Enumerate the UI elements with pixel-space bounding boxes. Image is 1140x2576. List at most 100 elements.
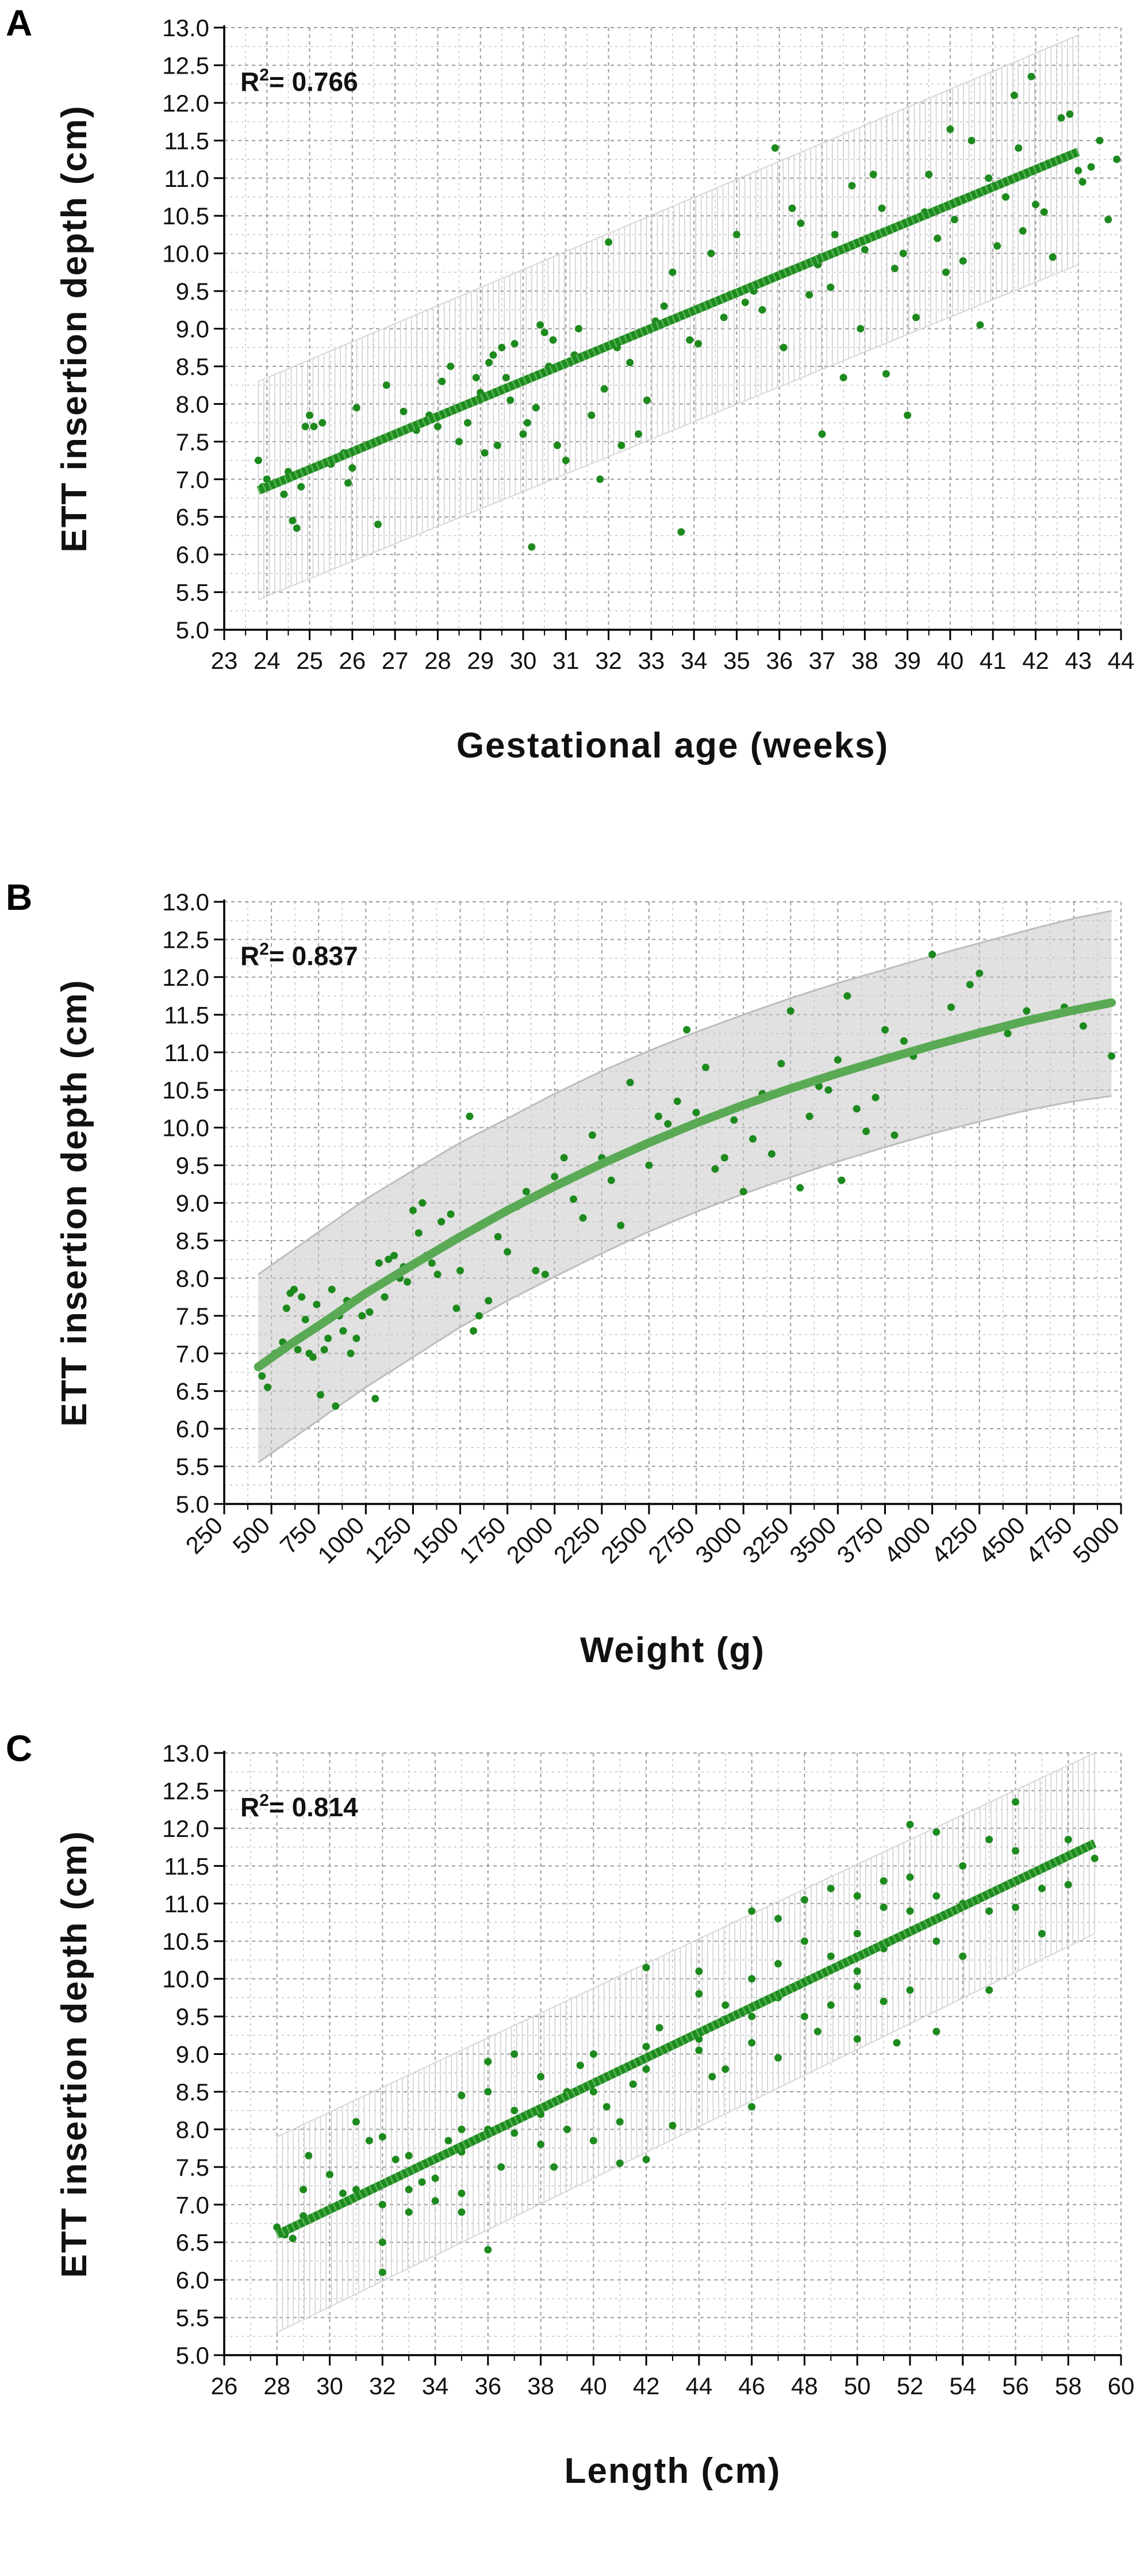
data-point <box>669 268 677 276</box>
y-tick-label: 7.0 <box>176 1340 209 1367</box>
data-point <box>741 298 749 307</box>
data-point <box>347 1349 355 1357</box>
data-point <box>589 2088 597 2096</box>
data-point <box>616 2118 624 2126</box>
y-tick-label: 8.5 <box>176 353 209 380</box>
x-tick-label: 36 <box>474 2372 501 2399</box>
data-point <box>1079 1022 1087 1030</box>
x-tick-label: 37 <box>809 647 836 674</box>
x-tick-label: 31 <box>552 647 579 674</box>
data-point <box>643 396 651 404</box>
data-point <box>605 238 613 246</box>
data-point <box>1078 178 1087 186</box>
data-point <box>1091 1854 1099 1862</box>
regression-line-texture <box>256 148 1080 495</box>
chart-panel-b: B 5.0 5.5 6.0 6.5 7.0 7.5 8.0 8.5 9.0 9.5 10.0 10.5 1… <box>6 876 1124 1670</box>
data-point <box>805 1112 813 1120</box>
data-point <box>635 430 643 438</box>
data-point <box>575 325 583 332</box>
x-tick-label: 40 <box>936 647 964 674</box>
y-tick-label: 13.0 <box>162 1740 209 1767</box>
y-tick-label: 11.5 <box>164 1852 209 1880</box>
x-tick-label: 3250 <box>737 1511 794 1568</box>
data-point <box>788 204 796 212</box>
prediction-band <box>258 910 1112 1463</box>
data-point <box>404 1278 412 1286</box>
data-point <box>695 2046 703 2054</box>
band-upper-edge <box>258 910 1112 1276</box>
regression-line-texture <box>275 1839 1097 2239</box>
x-axis-title: Length (cm) <box>565 2451 781 2491</box>
data-point <box>739 1188 747 1196</box>
x-tick-label: 33 <box>638 647 665 674</box>
data-point <box>579 1214 587 1222</box>
data-point <box>506 396 515 404</box>
x-tick-label: 24 <box>254 647 281 674</box>
x-tick-label: 44 <box>686 2372 713 2399</box>
data-point <box>1113 155 1121 163</box>
x-tick-label: 3000 <box>690 1511 747 1568</box>
data-point <box>352 1334 360 1342</box>
y-tick-label: 11.0 <box>164 1039 209 1066</box>
y-tick-label: 10.5 <box>162 202 209 229</box>
y-tick-label: 7.5 <box>176 428 209 456</box>
data-point <box>452 1304 460 1312</box>
data-point <box>489 351 497 359</box>
x-tick-label: 39 <box>894 647 921 674</box>
data-point <box>523 419 531 427</box>
data-point <box>906 1820 914 1828</box>
data-point <box>880 1877 888 1885</box>
y-tick-label: 5.0 <box>176 1491 209 1518</box>
data-point <box>254 457 262 465</box>
r-squared-label: R2= 0.766 <box>240 66 358 97</box>
data-point <box>497 2163 505 2171</box>
data-point <box>326 2171 334 2179</box>
data-point <box>348 464 356 472</box>
y-tick-label: 12.0 <box>162 90 209 117</box>
data-point <box>1011 1798 1019 1806</box>
data-point <box>458 2208 466 2216</box>
data-point <box>758 306 766 314</box>
data-point <box>1049 253 1057 261</box>
data-point <box>1019 227 1027 235</box>
data-point <box>519 430 527 438</box>
data-point <box>305 2152 313 2160</box>
data-point <box>550 2163 558 2171</box>
data-point <box>532 404 540 412</box>
y-tick-label: 11.0 <box>164 165 209 192</box>
data-point <box>774 1915 782 1923</box>
data-point <box>378 2238 386 2246</box>
data-point <box>824 1086 832 1094</box>
data-point <box>374 520 382 529</box>
x-tick-label: 26 <box>211 2372 238 2399</box>
data-point <box>1108 1052 1116 1060</box>
data-point <box>732 231 740 239</box>
y-tick-label: 6.5 <box>176 1378 209 1405</box>
data-point <box>827 1952 835 1960</box>
data-point <box>537 2073 545 2081</box>
x-tick-label: 28 <box>424 647 451 674</box>
y-tick-label: 6.0 <box>176 2267 209 2294</box>
x-tick-label: 27 <box>382 647 409 674</box>
data-point <box>381 1293 389 1301</box>
data-point <box>382 381 390 389</box>
data-point <box>834 1056 842 1064</box>
y-tick-label: 12.5 <box>162 926 209 953</box>
data-point <box>959 1952 967 1960</box>
data-point <box>504 1248 512 1256</box>
data-point <box>294 1346 302 1354</box>
data-point <box>318 419 327 427</box>
data-point <box>780 343 788 351</box>
data-point <box>1011 1903 1019 1911</box>
data-point <box>414 1229 423 1237</box>
data-point <box>654 1112 662 1120</box>
data-point <box>767 1150 776 1158</box>
data-point <box>498 343 506 351</box>
data-point <box>796 1184 804 1192</box>
data-point <box>510 2050 519 2058</box>
data-point <box>444 2137 452 2145</box>
x-tick-label: 60 <box>1108 2372 1135 2399</box>
x-tick-label: 42 <box>1022 647 1049 674</box>
data-point <box>853 1982 861 1991</box>
data-point <box>882 370 890 378</box>
